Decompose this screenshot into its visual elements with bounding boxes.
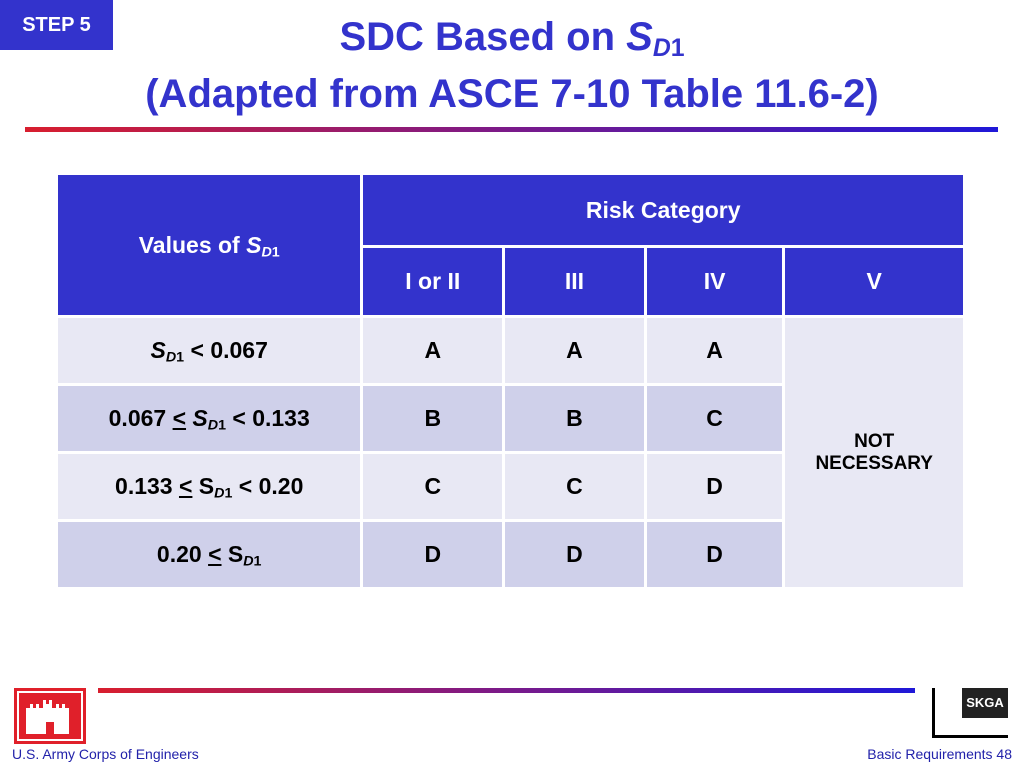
range-sub-letter: D (214, 485, 225, 502)
logo-frame (17, 691, 83, 741)
cell: A (360, 315, 506, 386)
title-symbol: S (626, 15, 653, 59)
skga-text: SKGA (962, 688, 1008, 718)
cell: B (502, 383, 647, 454)
cell: B (360, 383, 506, 454)
range-cell: 0.20 < SD1 (54, 519, 364, 590)
logo-castle (26, 700, 69, 734)
title-line1: SDC Based on SD1 (0, 15, 1024, 62)
range-symbol: S (221, 541, 244, 567)
cell: C (502, 451, 647, 522)
title-sub-digit: 1 (670, 35, 685, 63)
header-sub: D1 (261, 244, 279, 260)
range-le: < (172, 405, 187, 431)
title-line2: (Adapted from ASCE 7-10 Table 11.6-2) (145, 72, 879, 116)
header-text: Values of (138, 231, 247, 258)
cell: D (643, 451, 786, 522)
title-sub-letter: D (652, 35, 671, 63)
header-sub-letter: D (261, 244, 272, 261)
range-le: < (178, 473, 193, 499)
cell: A (502, 315, 647, 386)
header-cell: Values of SD1 (54, 172, 364, 318)
footer-left: U.S. Army Corps of Engineers (12, 746, 199, 762)
range-cell: SD1 < 0.067 (54, 315, 364, 386)
sdc-table: Values of SD1 Risk Category I or II III … (54, 172, 966, 590)
cell: D (643, 519, 786, 590)
header-cell: IV (643, 245, 786, 318)
range-sub-digit: 1 (176, 349, 185, 366)
footer-right: Basic Requirements 48 (867, 746, 1012, 762)
header-symbol: S (246, 231, 262, 258)
range-sub-letter: D (243, 553, 254, 570)
divider (98, 688, 915, 693)
range-symbol: S (192, 473, 215, 499)
skga-logo: SKGA (932, 688, 1008, 738)
usace-logo (14, 688, 86, 744)
range-sub: D1 (243, 554, 261, 570)
range-text: 0.067 (108, 405, 173, 431)
logo-door (46, 722, 54, 734)
range-text: < 0.133 (226, 405, 310, 431)
range-sub-letter: D (207, 417, 219, 434)
range-text: 0.20 (156, 541, 209, 567)
range-symbol: S (150, 337, 166, 363)
range-sub-letter: D (165, 349, 177, 366)
range-sub-digit: 1 (253, 553, 262, 570)
divider (25, 127, 998, 132)
header-cell: Risk Category (360, 172, 966, 248)
title-text: SDC Based on (339, 15, 627, 59)
range-cell: 0.067 < SD1 < 0.133 (54, 383, 364, 454)
cell: C (643, 383, 786, 454)
header-cell: III (502, 245, 647, 318)
header-cell: I or II (360, 245, 506, 318)
header-cell: V (782, 245, 966, 318)
range-sub: D1 (208, 418, 226, 434)
title-sub: D1 (653, 35, 685, 62)
cell: A (643, 315, 786, 386)
range-le: < (208, 541, 222, 567)
range-text: 0.133 (115, 473, 179, 499)
header-sub-digit: 1 (271, 244, 280, 261)
merged-cell: NOT NECESSARY (782, 315, 966, 590)
range-cell: 0.133 < SD1 < 0.20 (54, 451, 364, 522)
step-badge: STEP 5 (0, 0, 113, 50)
range-sub-digit: 1 (224, 485, 233, 502)
range-sub-digit: 1 (218, 417, 226, 434)
range-text: < 0.067 (184, 337, 268, 363)
cell: D (502, 519, 647, 590)
cell: D (360, 519, 506, 590)
range-symbol: S (186, 405, 208, 431)
cell: C (360, 451, 506, 522)
range-text: < 0.20 (232, 473, 304, 499)
range-sub: D1 (166, 350, 184, 366)
range-sub: D1 (214, 486, 232, 502)
